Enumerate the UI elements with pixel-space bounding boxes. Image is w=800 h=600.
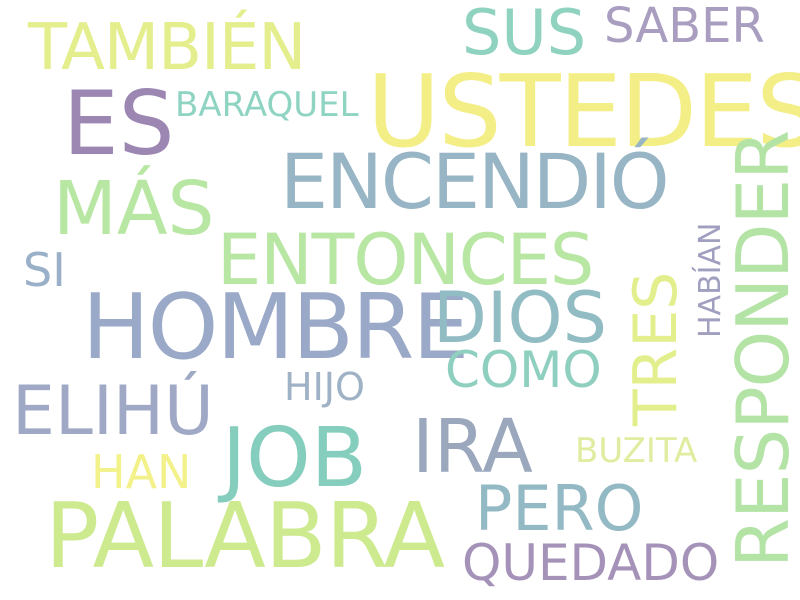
word-ustedes: USTEDES <box>367 53 800 170</box>
word-han: HAN <box>91 445 192 499</box>
word-dios: DIOS <box>433 277 608 359</box>
word-habian: HABÍAN <box>693 222 728 338</box>
word-ira: IRA <box>412 404 533 490</box>
word-elihu: ELIHÚ <box>12 372 214 451</box>
word-saber: SABER <box>604 0 765 54</box>
word-como: COMO <box>445 341 602 399</box>
word-encendio: ENCENDIÓ <box>280 137 670 226</box>
word-entonces: ENTONCES <box>217 219 594 301</box>
word-quedado: QUEDADO <box>462 534 720 592</box>
word-buzita: BUZITA <box>575 431 698 471</box>
word-sus: SUS <box>462 0 587 69</box>
word-si: SI <box>23 243 66 297</box>
word-tres: TRES <box>621 271 691 426</box>
word-tambien: TAMBIÉN <box>28 11 306 85</box>
word-job: JOB <box>222 411 367 506</box>
word-palabra: PALABRA <box>45 484 445 589</box>
word-hombre: HOMBRE <box>82 275 469 380</box>
word-responder: RESPONDER <box>721 130 800 568</box>
word-mas: MÁS <box>53 166 215 252</box>
word-pero: PERO <box>475 472 644 545</box>
word-es: ES <box>63 72 175 175</box>
word-baraquel: BARAQUEL <box>175 85 359 125</box>
word-hijo: HIJO <box>284 365 365 409</box>
